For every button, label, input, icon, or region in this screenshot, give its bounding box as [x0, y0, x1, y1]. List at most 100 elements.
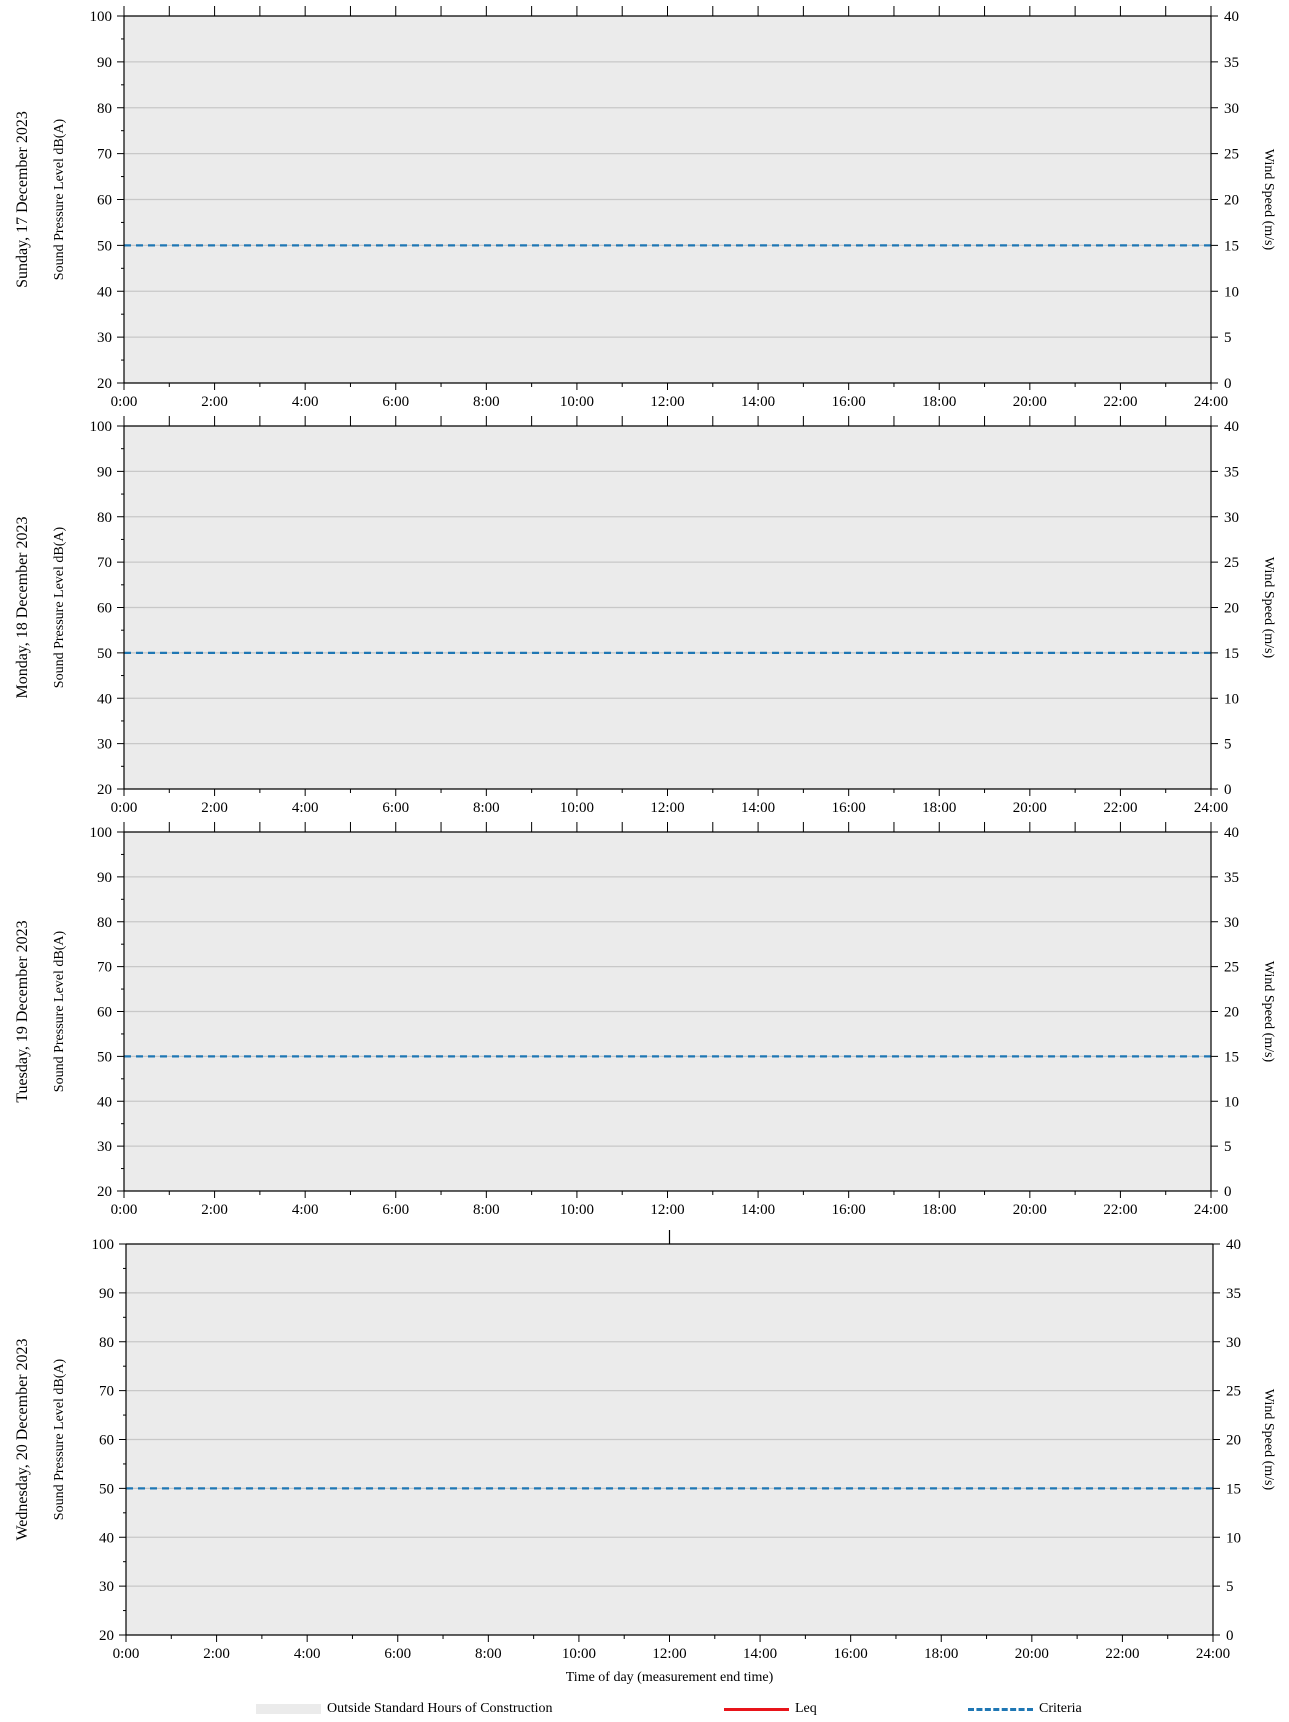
y2-tick-label: 20 — [1226, 1433, 1241, 1449]
y-tick-label: 100 — [90, 825, 113, 841]
x-tick-label: 4:00 — [292, 1202, 319, 1218]
y-tick-label: 70 — [97, 960, 112, 976]
chart-panel: 20 30 40 50 60 70 80 90 100 0 5 10 15 20 25 30 35 40 0:00 2… — [14, 1230, 1276, 1685]
y2-tick-label: 40 — [1224, 825, 1239, 841]
x-tick-label: 10:00 — [560, 800, 594, 816]
y-tick-label: 100 — [92, 1237, 115, 1253]
y-tick-label: 20 — [97, 1184, 112, 1200]
day-title: Monday, 18 December 2023 — [14, 516, 31, 698]
x-tick-label: 14:00 — [741, 800, 775, 816]
y2-tick-label: 40 — [1226, 1237, 1241, 1253]
y-tick-label: 50 — [99, 1481, 114, 1497]
y-tick-label: 70 — [97, 555, 112, 571]
x-tick-label: 14:00 — [743, 1646, 777, 1662]
legend-label-outside-hours: Outside Standard Hours of Construction — [327, 1701, 553, 1716]
y-axis-title: Sound Pressure Level dB(A) — [52, 1358, 67, 1520]
y-tick-label: 30 — [97, 330, 112, 346]
x-tick-label: 18:00 — [924, 1646, 958, 1662]
x-tick-label: 16:00 — [832, 800, 866, 816]
x-tick-label: 10:00 — [562, 1646, 596, 1662]
y-tick-label: 20 — [97, 782, 112, 798]
x-tick-label: 22:00 — [1105, 1646, 1139, 1662]
y-tick-label: 70 — [97, 147, 112, 163]
x-tick-label: 4:00 — [294, 1646, 321, 1662]
y2-tick-label: 10 — [1224, 691, 1239, 707]
y-tick-label: 50 — [97, 1049, 112, 1065]
y-tick-label: 40 — [99, 1530, 114, 1546]
legend-criteria-swatch — [968, 1707, 1033, 1711]
y-tick-label: 60 — [97, 1005, 112, 1021]
y2-tick-label: 35 — [1226, 1286, 1241, 1302]
x-tick-label: 4:00 — [292, 800, 319, 816]
y-tick-label: 30 — [99, 1579, 114, 1595]
x-tick-label: 20:00 — [1013, 394, 1047, 410]
y-tick-label: 40 — [97, 691, 112, 707]
y2-tick-label: 40 — [1224, 419, 1239, 435]
y2-tick-label: 30 — [1226, 1335, 1241, 1351]
y2-tick-label: 30 — [1224, 101, 1239, 117]
y2-tick-label: 15 — [1226, 1481, 1241, 1497]
y-tick-label: 50 — [97, 238, 112, 254]
x-tick-label: 22:00 — [1103, 800, 1137, 816]
y2-tick-label: 35 — [1224, 464, 1239, 480]
y-tick-label: 90 — [97, 870, 112, 886]
x-tick-label: 16:00 — [834, 1646, 868, 1662]
x-tick-label: 12:00 — [650, 800, 684, 816]
y2-tick-label: 15 — [1224, 238, 1239, 254]
chart-panel: 20 30 40 50 60 70 80 90 100 0 5 10 15 20 25 30 35 40 0:00 2… — [14, 6, 1276, 410]
y2-axis-title: Wind Speed (m/s) — [1261, 557, 1276, 659]
y2-tick-label: 25 — [1224, 960, 1239, 976]
day-title: Sunday, 17 December 2023 — [14, 111, 31, 288]
y-tick-label: 60 — [99, 1433, 114, 1449]
x-tick-label: 0:00 — [111, 1202, 138, 1218]
y-tick-label: 40 — [97, 1094, 112, 1110]
x-tick-label: 8:00 — [473, 1202, 500, 1218]
y-axis-title: Sound Pressure Level dB(A) — [52, 118, 67, 280]
x-tick-label: 12:00 — [650, 394, 684, 410]
x-tick-label: 12:00 — [650, 1202, 684, 1218]
x-tick-label: 8:00 — [475, 1646, 502, 1662]
x-tick-label: 6:00 — [382, 800, 409, 816]
y-tick-label: 80 — [97, 101, 112, 117]
y-tick-label: 60 — [97, 601, 112, 617]
x-tick-label: 2:00 — [203, 1646, 230, 1662]
y-tick-label: 20 — [97, 376, 112, 392]
x-tick-label: 2:00 — [201, 394, 228, 410]
x-tick-label: 0:00 — [111, 800, 138, 816]
x-tick-label: 6:00 — [382, 394, 409, 410]
x-tick-label: 12:00 — [652, 1646, 686, 1662]
y-tick-label: 90 — [97, 55, 112, 71]
y2-tick-label: 10 — [1224, 284, 1239, 300]
x-tick-label: 18:00 — [922, 1202, 956, 1218]
x-tick-label: 22:00 — [1103, 1202, 1137, 1218]
y-axis-title: Sound Pressure Level dB(A) — [52, 930, 67, 1092]
y2-tick-label: 5 — [1224, 1139, 1232, 1155]
x-tick-label: 16:00 — [832, 394, 866, 410]
y2-tick-label: 10 — [1224, 1094, 1239, 1110]
y2-tick-label: 20 — [1224, 193, 1239, 209]
legend-item-outside-hours: Outside Standard Hours of Construction — [256, 1698, 553, 1720]
y2-tick-label: 10 — [1226, 1530, 1241, 1546]
y2-tick-label: 0 — [1224, 1184, 1232, 1200]
y-tick-label: 70 — [99, 1384, 114, 1400]
y2-tick-label: 0 — [1224, 376, 1232, 392]
y2-tick-label: 15 — [1224, 646, 1239, 662]
x-tick-label: 20:00 — [1013, 1202, 1047, 1218]
y2-axis-title: Wind Speed (m/s) — [1261, 961, 1276, 1063]
x-tick-label: 24:00 — [1194, 1202, 1228, 1218]
y-tick-label: 90 — [97, 464, 112, 480]
x-tick-label: 0:00 — [111, 394, 138, 410]
y2-tick-label: 0 — [1224, 782, 1232, 798]
y2-tick-label: 15 — [1224, 1049, 1239, 1065]
x-tick-label: 22:00 — [1103, 394, 1137, 410]
legend-item-criteria: Criteria — [968, 1698, 1082, 1720]
x-tick-label: 2:00 — [201, 1202, 228, 1218]
y2-tick-label: 25 — [1224, 147, 1239, 163]
x-tick-label: 4:00 — [292, 394, 319, 410]
y-tick-label: 80 — [97, 510, 112, 526]
x-tick-label: 24:00 — [1196, 1646, 1230, 1662]
y2-tick-label: 25 — [1226, 1384, 1241, 1400]
day-title: Wednesday, 20 December 2023 — [14, 1338, 31, 1540]
y-axis-title: Sound Pressure Level dB(A) — [52, 526, 67, 688]
y-tick-label: 80 — [97, 915, 112, 931]
